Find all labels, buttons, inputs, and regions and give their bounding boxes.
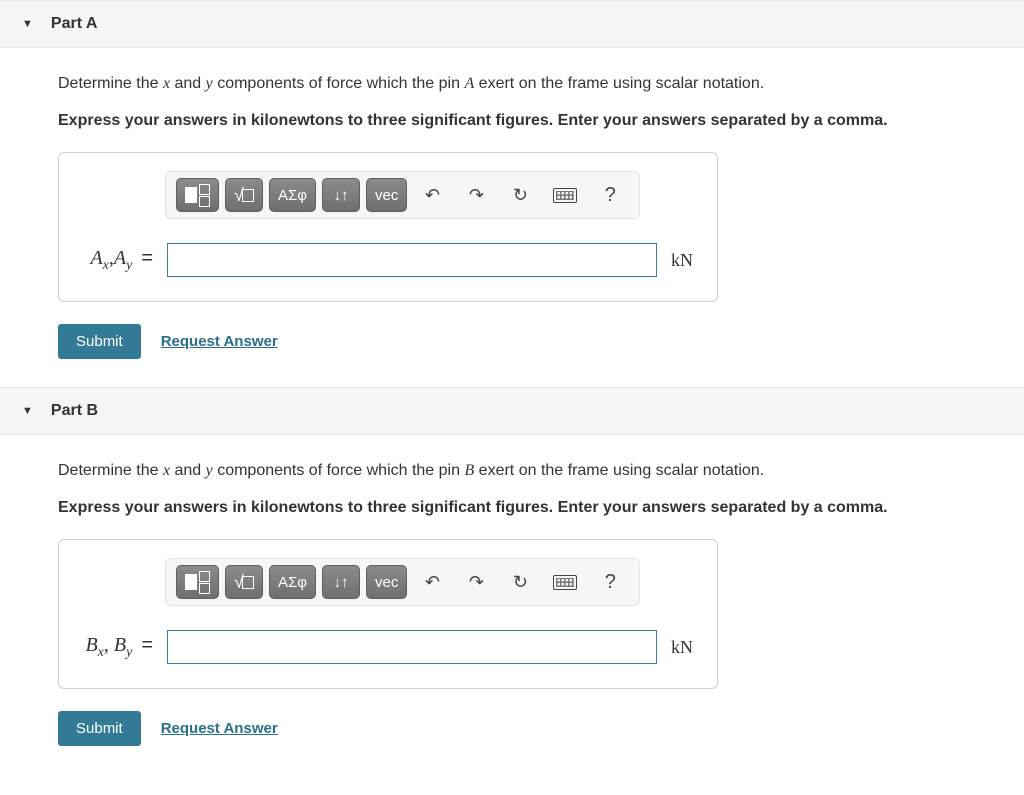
equation-toolbar: √ ΑΣφ ↓↑ vec ↶ ↷ ↻ ?: [165, 558, 640, 606]
greek-button[interactable]: ΑΣφ: [269, 178, 316, 212]
updown-icon: ↓↑: [334, 574, 349, 591]
caret-down-icon: ▼: [22, 405, 33, 417]
part-b-instruction: Express your answers in kilonewtons to t…: [58, 499, 966, 517]
part-b-title: Part B: [51, 402, 98, 420]
root-icon: √: [234, 185, 254, 206]
request-answer-link[interactable]: Request Answer: [161, 333, 278, 350]
subscript-button[interactable]: ↓↑: [322, 178, 360, 212]
help-button[interactable]: ?: [591, 178, 629, 212]
root-button[interactable]: √: [225, 565, 263, 599]
request-answer-link[interactable]: Request Answer: [161, 720, 278, 737]
help-button[interactable]: ?: [591, 565, 629, 599]
vector-button[interactable]: vec: [366, 565, 407, 599]
undo-icon: ↶: [425, 572, 440, 593]
submit-button[interactable]: Submit: [58, 711, 141, 746]
template-icon: [185, 184, 210, 207]
part-a-prompt: Determine the x and y components of forc…: [58, 72, 966, 96]
part-a-actions: Submit Request Answer: [58, 324, 966, 359]
part-a-input-row: Ax,Ay = kN: [75, 243, 701, 277]
redo-button[interactable]: ↷: [457, 178, 495, 212]
template-icon: [185, 571, 210, 594]
template-button[interactable]: [176, 565, 219, 599]
equation-toolbar: √ ΑΣφ ↓↑ vec ↶ ↷ ↻ ?: [165, 171, 640, 219]
redo-icon: ↷: [469, 572, 484, 593]
part-a-answer-input[interactable]: [167, 243, 657, 277]
keyboard-icon: [553, 188, 577, 203]
part-b-answer-input[interactable]: [167, 630, 657, 664]
part-a-title: Part A: [51, 15, 98, 33]
vec-label: vec: [375, 187, 398, 204]
keyboard-button[interactable]: [545, 565, 585, 599]
help-icon: ?: [605, 184, 616, 207]
part-b-unit: kN: [671, 637, 693, 658]
undo-button[interactable]: ↶: [413, 178, 451, 212]
part-b-header[interactable]: ▼ Part B: [0, 387, 1024, 435]
root-button[interactable]: √: [225, 178, 263, 212]
keyboard-icon: [553, 575, 577, 590]
redo-icon: ↷: [469, 185, 484, 206]
part-a-answer-box: √ ΑΣφ ↓↑ vec ↶ ↷ ↻ ? Ax,Ay = kN: [58, 152, 718, 302]
reset-button[interactable]: ↻: [501, 178, 539, 212]
vector-button[interactable]: vec: [366, 178, 407, 212]
part-a-body: Determine the x and y components of forc…: [0, 48, 1024, 387]
part-a-unit: kN: [671, 250, 693, 271]
part-b-input-row: Bx, By = kN: [75, 630, 701, 664]
reset-icon: ↻: [513, 185, 528, 206]
greek-label: ΑΣφ: [278, 187, 307, 204]
reset-icon: ↻: [513, 572, 528, 593]
updown-icon: ↓↑: [334, 187, 349, 204]
greek-button[interactable]: ΑΣφ: [269, 565, 316, 599]
part-a-variable-label: Ax,Ay =: [75, 247, 153, 274]
caret-down-icon: ▼: [22, 18, 33, 30]
help-icon: ?: [605, 571, 616, 594]
undo-icon: ↶: [425, 185, 440, 206]
part-b-prompt: Determine the x and y components of forc…: [58, 459, 966, 483]
part-b-variable-label: Bx, By =: [75, 634, 153, 661]
part-a-header[interactable]: ▼ Part A: [0, 0, 1024, 48]
redo-button[interactable]: ↷: [457, 565, 495, 599]
undo-button[interactable]: ↶: [413, 565, 451, 599]
subscript-button[interactable]: ↓↑: [322, 565, 360, 599]
reset-button[interactable]: ↻: [501, 565, 539, 599]
template-button[interactable]: [176, 178, 219, 212]
part-b-actions: Submit Request Answer: [58, 711, 966, 746]
root-icon: √: [234, 572, 254, 593]
part-b-answer-box: √ ΑΣφ ↓↑ vec ↶ ↷ ↻ ? Bx, By = kN: [58, 539, 718, 689]
keyboard-button[interactable]: [545, 178, 585, 212]
greek-label: ΑΣφ: [278, 574, 307, 591]
vec-label: vec: [375, 574, 398, 591]
part-b-body: Determine the x and y components of forc…: [0, 435, 1024, 766]
submit-button[interactable]: Submit: [58, 324, 141, 359]
part-a-instruction: Express your answers in kilonewtons to t…: [58, 112, 966, 130]
